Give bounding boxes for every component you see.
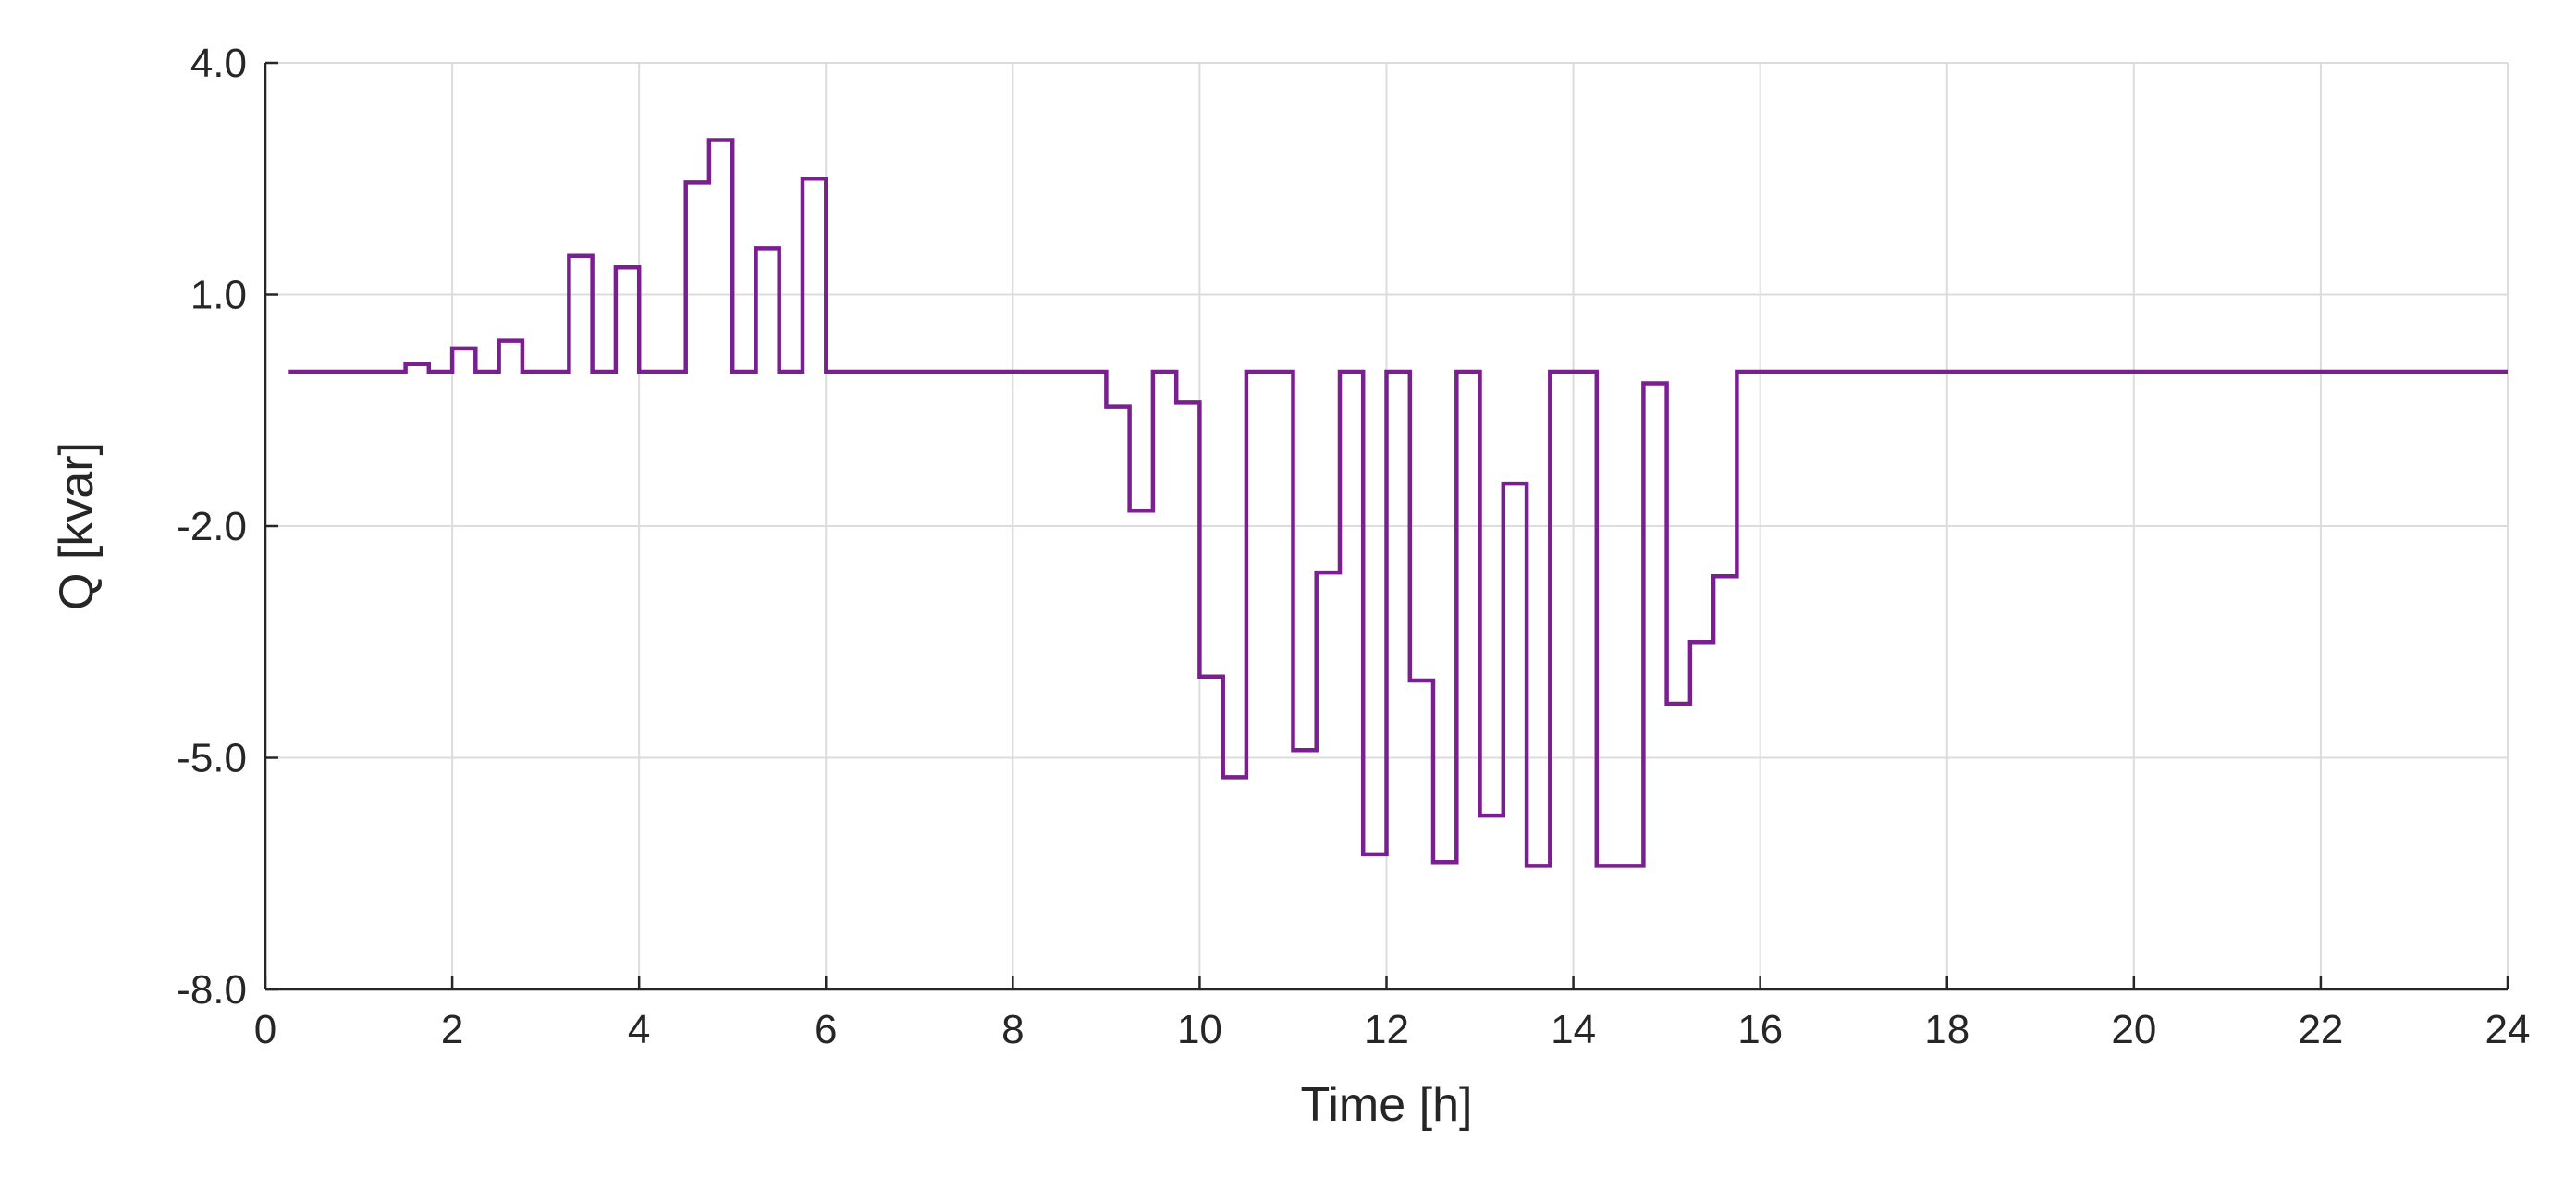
x-tick-label: 18 (1924, 1007, 1969, 1052)
series (288, 138, 2508, 868)
x-axis-label: Time [h] (1301, 1078, 1473, 1132)
axes (264, 61, 2509, 991)
y-tick-label: 1.0 (190, 273, 247, 318)
x-tick-label: 0 (254, 1007, 276, 1052)
x-tick-label: 8 (1001, 1007, 1024, 1052)
series-line (288, 138, 2508, 868)
y-tick-label: -2.0 (177, 504, 247, 549)
y-tick-label: -5.0 (177, 736, 247, 781)
y-tick-label: 4.0 (190, 41, 247, 86)
y-axis-label: Q [kvar] (50, 442, 104, 610)
x-tick-label: 14 (1551, 1007, 1596, 1052)
x-tick-label: 6 (815, 1007, 837, 1052)
x-tick-label: 12 (1364, 1007, 1409, 1052)
y-tick-label: -8.0 (177, 967, 247, 1013)
x-tick-label: 20 (2111, 1007, 2156, 1052)
x-tick-label: 24 (2485, 1007, 2531, 1052)
x-tick-label: 16 (1737, 1007, 1783, 1052)
x-tick-label: 2 (441, 1007, 463, 1052)
x-tick-label: 22 (2298, 1007, 2343, 1052)
x-tick-label: 10 (1177, 1007, 1222, 1052)
x-tick-label: 4 (628, 1007, 650, 1052)
tick-labels: 0 2 4 6 8 10 12 14 16 18 20 22 244.01.0-2.0-5.0-8.0 (177, 41, 2530, 1052)
